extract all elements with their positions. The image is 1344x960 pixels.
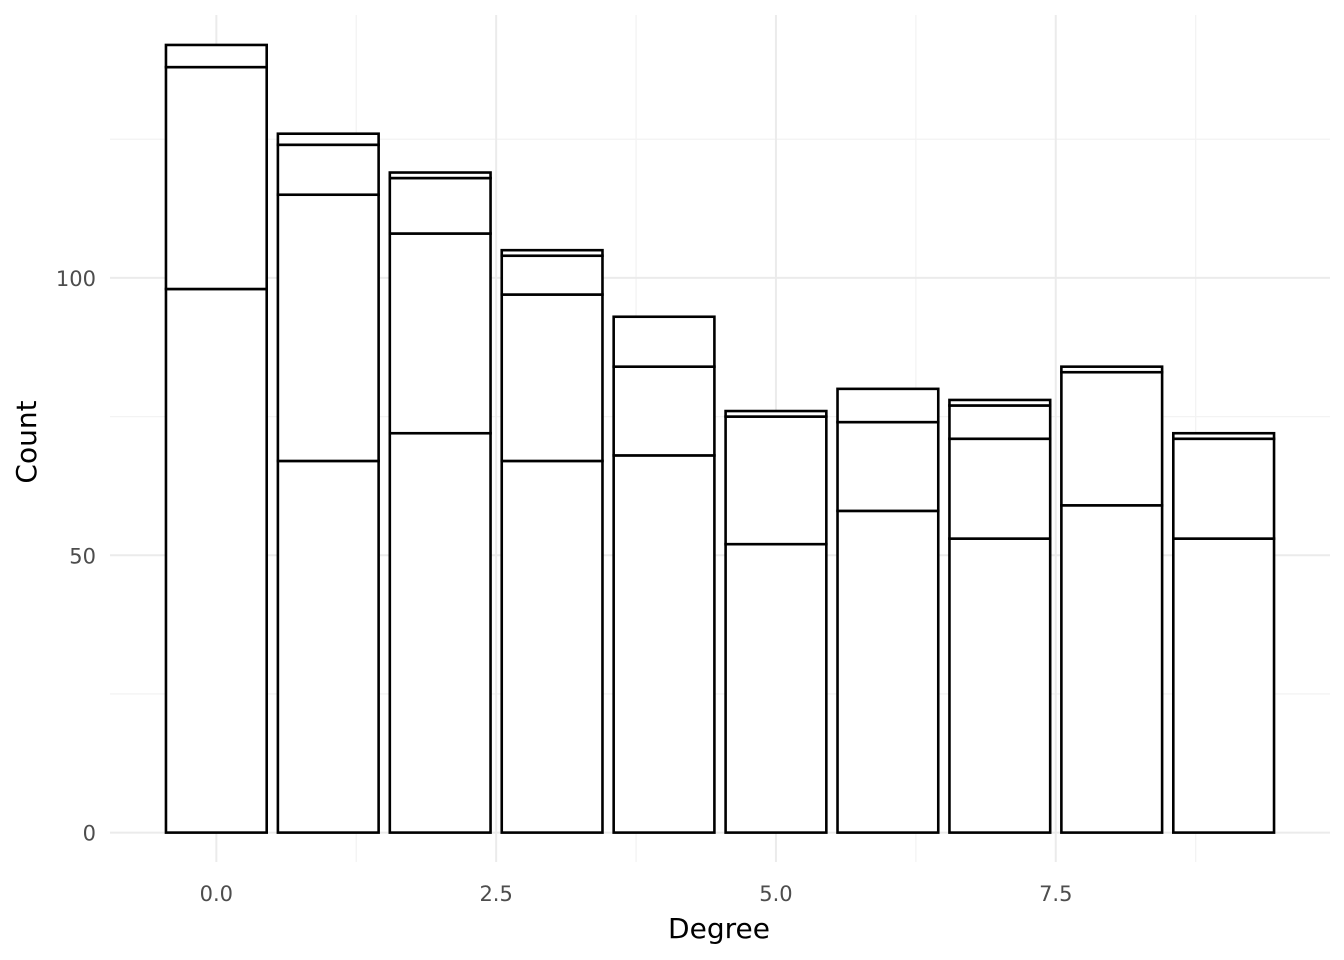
bar-segment: [948, 537, 1052, 834]
bar-segment: [388, 232, 492, 435]
bar-segment: [724, 409, 828, 418]
x-axis-title: Degree: [668, 912, 770, 945]
bar-segment: [948, 404, 1052, 441]
bar-segment: [612, 454, 716, 834]
bar-segment: [500, 248, 604, 258]
bar-segment: [276, 143, 380, 197]
bar-segment: [724, 542, 828, 834]
bar-segment: [164, 43, 268, 69]
bar-segment: [1172, 437, 1276, 540]
bar-segment: [388, 431, 492, 834]
bar-segment: [500, 459, 604, 834]
y-tick-label: 50: [69, 544, 96, 568]
bar-segment: [1060, 365, 1164, 374]
bar-segment: [164, 65, 268, 291]
bar-segment: [388, 176, 492, 235]
bar-segment: [948, 437, 1052, 540]
bar-segment: [612, 365, 716, 457]
bar-segment: [276, 193, 380, 463]
x-tick-label: 5.0: [759, 882, 792, 906]
bar-segment: [948, 398, 1052, 407]
x-tick-label: 7.5: [1039, 882, 1072, 906]
y-tick-label: 0: [83, 822, 96, 846]
bar-segment: [724, 415, 828, 546]
bar-segment: [1060, 504, 1164, 834]
bar-segment: [1172, 431, 1276, 441]
bar-segment: [388, 171, 492, 180]
bar-segment: [500, 293, 604, 463]
bar-segment: [500, 254, 604, 296]
bar-segment: [276, 132, 380, 147]
bar-segment: [164, 287, 268, 834]
bar-segment: [836, 387, 940, 424]
bar-segment: [836, 509, 940, 834]
bar-segment: [836, 420, 940, 513]
y-axis-title: Count: [10, 400, 43, 483]
bar-segment: [1172, 537, 1276, 834]
x-tick-label: 0.0: [200, 882, 233, 906]
x-tick-label: 2.5: [479, 882, 512, 906]
tick-layer: 0.0 2.5 5.0 7.5 0 50 100: [56, 267, 1073, 906]
bar-segment: [276, 459, 380, 834]
y-tick-label: 100: [56, 267, 96, 291]
bar-segment: [1060, 370, 1164, 507]
bar-layer: [164, 43, 1276, 834]
bar-segment: [612, 315, 716, 368]
